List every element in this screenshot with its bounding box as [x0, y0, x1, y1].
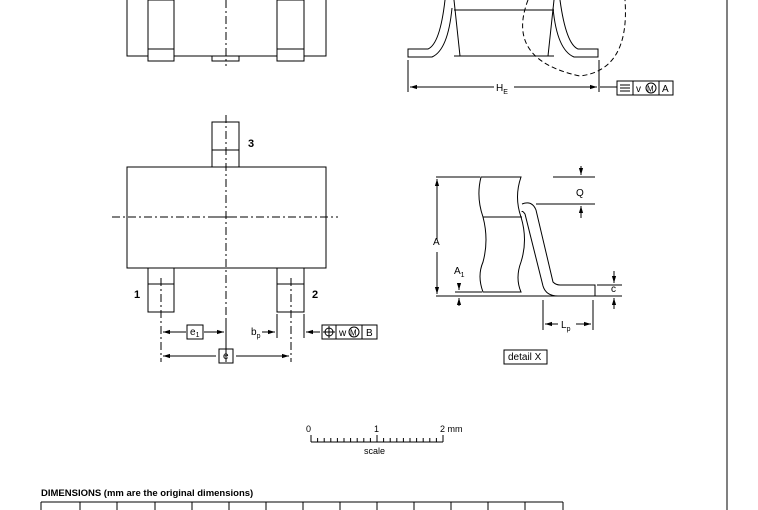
tolerance-top-m: M [647, 85, 654, 94]
side-view-partial [407, 0, 626, 92]
dimensions-title: DIMENSIONS (mm are the original dimensio… [41, 488, 254, 499]
scale-zero: 0 [306, 424, 311, 434]
mmc-circle-icon [645, 82, 657, 94]
dim-e-label: e [223, 351, 229, 362]
symmetry-icon [620, 84, 630, 92]
detail-x-box [503, 349, 548, 365]
mmc-circle-icon [348, 326, 360, 338]
detail-x-label: detail X [508, 352, 542, 363]
dim-he-label: HE [496, 83, 508, 96]
dim-a-label: A [433, 237, 440, 248]
tolerance-top-datum: A [662, 84, 669, 95]
scale-label: scale [364, 446, 385, 456]
dim-lp-label: Lp [561, 320, 571, 333]
pin-1-label: 1 [134, 289, 140, 301]
tolerance-frame-bottom: w M B [321, 324, 378, 340]
tolerance-bottom-m: M [350, 329, 357, 338]
scale-bar [310, 435, 444, 443]
dim-q-label: Q [576, 188, 584, 199]
top-view-partial [126, 0, 327, 66]
pin-2-label: 2 [312, 289, 318, 301]
tolerance-bottom-w: w [338, 328, 347, 339]
position-icon [323, 326, 335, 338]
dim-c-label: c [611, 284, 616, 295]
tolerance-bottom-datum: B [366, 328, 373, 339]
tolerance-frame-top: v M A [616, 80, 674, 96]
dimensions-table [40, 501, 564, 510]
dim-e1-label: e1 [190, 327, 200, 339]
dim-e-box [218, 348, 234, 364]
dim-a1-label: A1 [454, 266, 465, 279]
scale-one: 1 [374, 424, 379, 434]
top-view [112, 115, 338, 362]
detail-x-view [434, 166, 622, 330]
dim-bp-label: bp [251, 327, 261, 340]
tolerance-top-v: v [636, 84, 641, 95]
pin-3-label: 3 [248, 138, 254, 150]
scale-two: 2 mm [440, 424, 463, 434]
dim-e1-box [186, 324, 204, 340]
